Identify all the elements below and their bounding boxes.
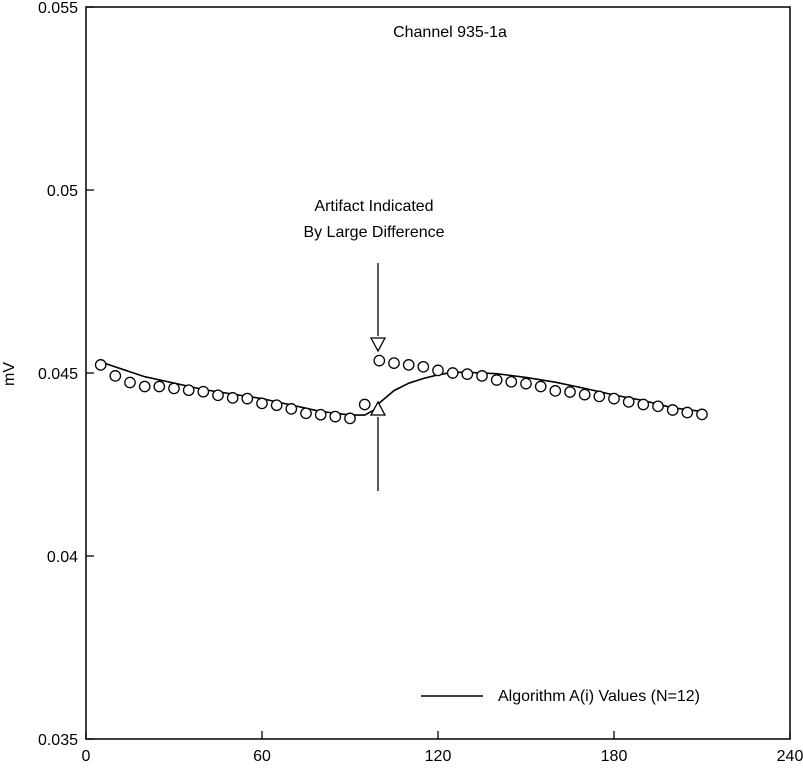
annotation-artifact: Artifact Indicated By Large Difference (303, 198, 444, 491)
annotation-down-arrow-head (371, 338, 385, 351)
data-point (213, 390, 223, 400)
data-point (462, 369, 472, 379)
data-point (433, 365, 443, 375)
data-point (536, 381, 546, 391)
data-point (140, 381, 150, 391)
data-point (492, 375, 502, 385)
x-tick-label: 120 (425, 748, 452, 765)
annotation-text-line-2: By Large Difference (303, 224, 444, 241)
data-point (242, 393, 252, 403)
y-tick-label: 0.045 (38, 366, 78, 383)
data-point (374, 355, 384, 365)
data-point (389, 358, 399, 368)
data-point (286, 404, 296, 414)
legend-label: Algorithm A(i) Values (N=12) (498, 688, 700, 705)
data-point (330, 411, 340, 421)
data-point (169, 383, 179, 393)
data-point (360, 399, 370, 409)
x-tick-label: 60 (253, 748, 271, 765)
annotation-text-line-1: Artifact Indicated (314, 198, 433, 215)
data-point (477, 371, 487, 381)
chart-title: Channel 935-1a (393, 24, 507, 41)
data-point (198, 387, 208, 397)
data-point (257, 398, 267, 408)
y-axis-label: mV (1, 362, 18, 386)
data-point (624, 397, 634, 407)
data-point (154, 381, 164, 391)
y-tick-label: 0.04 (47, 549, 78, 566)
y-tick-label: 0.05 (47, 183, 78, 200)
data-point (594, 391, 604, 401)
x-tick-label: 180 (601, 748, 628, 765)
data-point (448, 368, 458, 378)
data-point (272, 400, 282, 410)
data-point (682, 407, 692, 417)
x-tick-label: 240 (777, 748, 803, 765)
data-point (418, 362, 428, 372)
data-point (96, 360, 106, 370)
legend: Algorithm A(i) Values (N=12) (421, 688, 700, 705)
annotation-up-arrow-head (371, 402, 385, 415)
data-point (184, 385, 194, 395)
data-point (316, 410, 326, 420)
data-point (565, 387, 575, 397)
y-tick-label: 0.055 (38, 0, 78, 17)
y-tick-label: 0.035 (38, 732, 78, 749)
data-point (110, 371, 120, 381)
data-point (550, 386, 560, 396)
data-point (404, 360, 414, 370)
data-point (506, 377, 516, 387)
data-point (668, 405, 678, 415)
data-point (228, 393, 238, 403)
data-point (653, 401, 663, 411)
data-point (580, 389, 590, 399)
data-point (638, 399, 648, 409)
data-point (521, 378, 531, 388)
x-tick-label: 0 (82, 748, 91, 765)
data-point (125, 377, 135, 387)
data-point (345, 413, 355, 423)
data-point (301, 408, 311, 418)
data-point (697, 409, 707, 419)
data-point (609, 393, 619, 403)
